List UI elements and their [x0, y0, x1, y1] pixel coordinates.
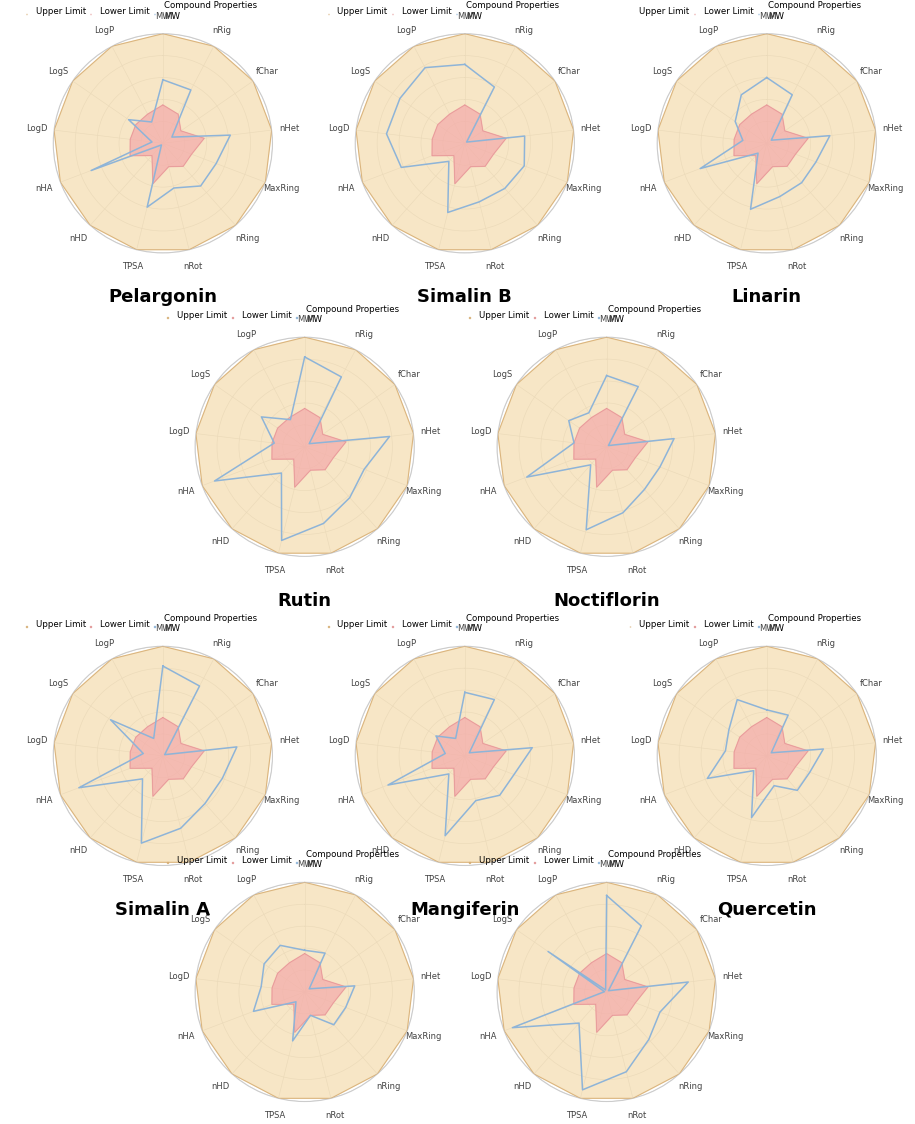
Title: Quercetin: Quercetin [717, 901, 816, 919]
Polygon shape [498, 882, 716, 1098]
Polygon shape [734, 717, 808, 796]
Polygon shape [658, 646, 876, 862]
Polygon shape [54, 646, 272, 862]
Polygon shape [272, 408, 346, 487]
Title: Noctiflorin: Noctiflorin [554, 592, 660, 610]
Title: Linarin: Linarin [732, 289, 802, 307]
Legend: Upper Limit, Lower Limit, Compound Properties
MW: Upper Limit, Lower Limit, Compound Prope… [630, 614, 861, 633]
Polygon shape [498, 337, 716, 553]
Title: Simalin B: Simalin B [417, 289, 512, 307]
Legend: Upper Limit, Lower Limit, Compound Properties
MW: Upper Limit, Lower Limit, Compound Prope… [630, 1, 861, 20]
Polygon shape [130, 105, 204, 183]
Legend: Upper Limit, Lower Limit, Compound Properties
MW: Upper Limit, Lower Limit, Compound Prope… [26, 1, 257, 20]
Polygon shape [734, 105, 808, 183]
Legend: Upper Limit, Lower Limit, Compound Properties
MW: Upper Limit, Lower Limit, Compound Prope… [26, 614, 257, 633]
Polygon shape [432, 105, 506, 183]
Polygon shape [356, 646, 574, 862]
Polygon shape [196, 882, 414, 1098]
Title: Pelargonin: Pelargonin [108, 289, 218, 307]
Polygon shape [356, 34, 574, 250]
Legend: Upper Limit, Lower Limit, Compound Properties
MW: Upper Limit, Lower Limit, Compound Prope… [328, 614, 559, 633]
Polygon shape [130, 717, 204, 796]
Polygon shape [432, 717, 506, 796]
Legend: Upper Limit, Lower Limit, Compound Properties
MW: Upper Limit, Lower Limit, Compound Prope… [469, 850, 701, 869]
Polygon shape [54, 34, 272, 250]
Legend: Upper Limit, Lower Limit, Compound Properties
MW: Upper Limit, Lower Limit, Compound Prope… [167, 850, 399, 869]
Legend: Upper Limit, Lower Limit, Compound Properties
MW: Upper Limit, Lower Limit, Compound Prope… [167, 305, 399, 324]
Polygon shape [574, 953, 648, 1032]
Legend: Upper Limit, Lower Limit, Compound Properties
MW: Upper Limit, Lower Limit, Compound Prope… [469, 305, 701, 324]
Polygon shape [196, 337, 414, 553]
Polygon shape [658, 34, 876, 250]
Legend: Upper Limit, Lower Limit, Compound Properties
MW: Upper Limit, Lower Limit, Compound Prope… [328, 1, 559, 20]
Title: Simalin A: Simalin A [115, 901, 210, 919]
Polygon shape [272, 953, 346, 1032]
Title: Rutin: Rutin [277, 592, 332, 610]
Title: Mangiferin: Mangiferin [410, 901, 520, 919]
Polygon shape [574, 408, 648, 487]
